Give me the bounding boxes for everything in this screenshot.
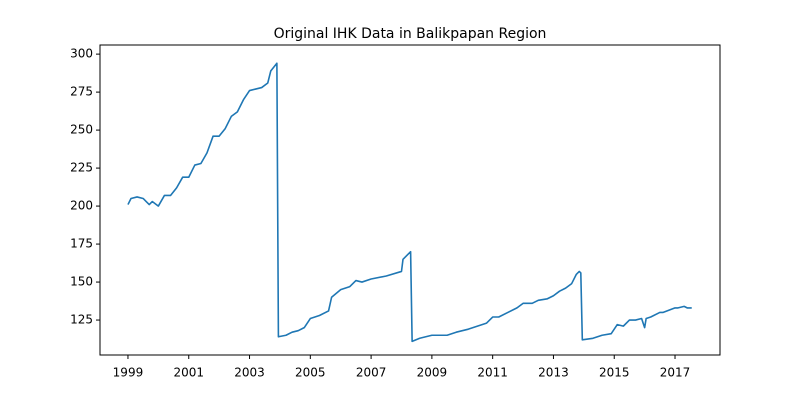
x-tick-label: 2017 xyxy=(660,366,691,380)
y-tick-label: 200 xyxy=(70,199,93,213)
y-tick-label: 300 xyxy=(70,47,93,61)
y-tick-label: 150 xyxy=(70,275,93,289)
x-tick-label: 2013 xyxy=(538,366,569,380)
x-tick-label: 2001 xyxy=(173,366,204,380)
x-tick-label: 2015 xyxy=(599,366,630,380)
x-tick-label: 2009 xyxy=(417,366,448,380)
x-tick-label: 2003 xyxy=(234,366,265,380)
y-tick-label: 125 xyxy=(70,313,93,327)
axes-frame xyxy=(99,44,721,356)
y-tick-label: 175 xyxy=(70,237,93,251)
x-tick-label: 1999 xyxy=(113,366,144,380)
y-tick-label: 250 xyxy=(70,123,93,137)
x-tick-label: 2005 xyxy=(295,366,326,380)
x-tick-label: 2007 xyxy=(356,366,387,380)
y-tick-label: 275 xyxy=(70,85,93,99)
chart-title: Original IHK Data in Balikpapan Region xyxy=(274,26,547,42)
x-tick-label: 2011 xyxy=(477,366,508,380)
data-line xyxy=(127,62,692,343)
y-tick-label: 225 xyxy=(70,161,93,175)
